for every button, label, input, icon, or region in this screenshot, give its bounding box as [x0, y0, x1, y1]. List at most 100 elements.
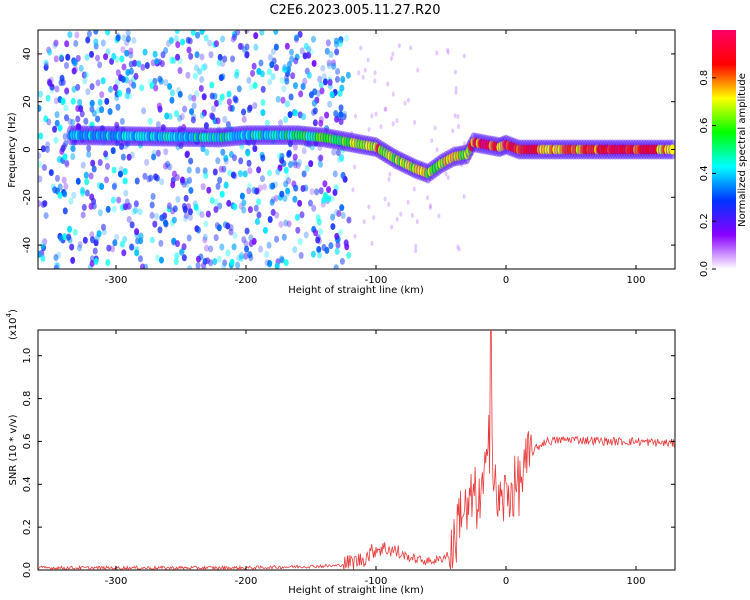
- noise-speck: [270, 48, 276, 56]
- noise-speck: [85, 88, 91, 96]
- noise-speck: [333, 110, 339, 118]
- noise-speck: [119, 240, 125, 248]
- noise-speck: [209, 92, 215, 100]
- noise-speck: [38, 200, 42, 208]
- noise-speck: [266, 68, 272, 76]
- noise-speck: [318, 119, 324, 127]
- noise-speck: [244, 227, 250, 235]
- y-tick-label: 20: [22, 95, 33, 108]
- noise-speck: [307, 199, 313, 207]
- noise-speck: [151, 153, 157, 161]
- x-tick-label: 0: [503, 576, 509, 587]
- noise-speck: [318, 187, 324, 195]
- noise-speck: [456, 114, 460, 120]
- noise-speck: [38, 104, 42, 112]
- noise-speck: [204, 148, 210, 156]
- noise-speck: [246, 183, 252, 191]
- noise-speck: [310, 35, 316, 43]
- x-tick-label: 100: [626, 576, 645, 587]
- noise-speck: [46, 78, 52, 86]
- noise-speck: [228, 228, 234, 236]
- noise-speck: [262, 183, 268, 191]
- noise-speck: [283, 166, 289, 174]
- noise-speck: [115, 103, 121, 111]
- noise-speck: [208, 245, 214, 253]
- noise-speck: [232, 95, 238, 103]
- noise-speck: [57, 191, 63, 199]
- noise-speck: [289, 55, 295, 63]
- noise-speck: [308, 160, 314, 168]
- noise-speck: [151, 149, 157, 157]
- noise-speck: [175, 41, 181, 49]
- noise-speck: [185, 36, 191, 44]
- noise-speck: [171, 237, 177, 245]
- noise-speck: [412, 186, 416, 192]
- noise-speck: [457, 123, 461, 129]
- noise-speck: [203, 171, 209, 179]
- noise-speck: [410, 212, 414, 218]
- noise-speck: [453, 113, 457, 119]
- noise-speck: [279, 152, 285, 160]
- noise-speck: [243, 252, 249, 260]
- noise-speck: [260, 109, 266, 117]
- noise-speck: [174, 240, 180, 248]
- noise-speck: [119, 55, 125, 63]
- noise-speck: [54, 261, 60, 269]
- spectrogram-ridge: [66, 125, 675, 184]
- noise-speck: [209, 112, 215, 120]
- noise-speck: [301, 170, 307, 178]
- noise-speck: [188, 186, 194, 194]
- noise-speck: [108, 85, 114, 93]
- noise-speck: [397, 43, 401, 49]
- noise-speck: [446, 49, 450, 55]
- noise-speck: [183, 177, 189, 185]
- noise-speck: [199, 111, 205, 119]
- noise-speck: [322, 78, 328, 86]
- noise-speck: [279, 190, 285, 198]
- y-tick-label: 1.0: [22, 348, 33, 364]
- noise-speck: [241, 108, 247, 116]
- noise-speck: [237, 170, 243, 178]
- noise-speck: [268, 182, 274, 190]
- noise-speck: [91, 197, 97, 205]
- noise-speck: [338, 104, 344, 112]
- spectrogram-y-ticks: -40 -20 0 20 40: [22, 48, 675, 253]
- noise-speck: [92, 247, 98, 255]
- noise-speck: [115, 69, 121, 77]
- noise-speck: [111, 52, 117, 60]
- noise-speck: [279, 256, 285, 264]
- noise-speck: [413, 120, 417, 126]
- noise-speck: [300, 113, 306, 121]
- noise-speck: [121, 249, 127, 257]
- noise-speck: [297, 159, 303, 167]
- noise-speck: [437, 213, 441, 219]
- noise-speck: [225, 120, 231, 128]
- noise-speck: [112, 239, 118, 247]
- noise-speck: [54, 174, 60, 182]
- noise-speck: [96, 230, 102, 238]
- noise-speck: [340, 76, 346, 84]
- noise-speck: [330, 213, 336, 221]
- noise-speck: [282, 65, 288, 73]
- spectrogram-xlabel: Height of straight line (km): [288, 285, 424, 296]
- noise-speck: [187, 93, 193, 101]
- noise-speck: [225, 222, 231, 230]
- noise-speck: [328, 51, 334, 59]
- noise-speck: [362, 219, 366, 225]
- noise-speck: [194, 51, 200, 59]
- noise-speck: [228, 224, 234, 232]
- noise-speck: [131, 36, 137, 44]
- noise-speck: [274, 235, 280, 243]
- noise-speck: [414, 243, 418, 249]
- noise-speck: [320, 64, 326, 72]
- noise-speck: [73, 39, 79, 47]
- colorbar-tick-label: 0.0: [699, 261, 710, 277]
- noise-speck: [86, 144, 92, 152]
- noise-speck: [113, 84, 119, 92]
- noise-speck: [290, 72, 296, 80]
- noise-speck: [212, 168, 218, 176]
- noise-speck: [266, 241, 272, 249]
- noise-speck: [388, 171, 392, 177]
- noise-speck: [446, 175, 450, 181]
- noise-speck: [226, 98, 232, 106]
